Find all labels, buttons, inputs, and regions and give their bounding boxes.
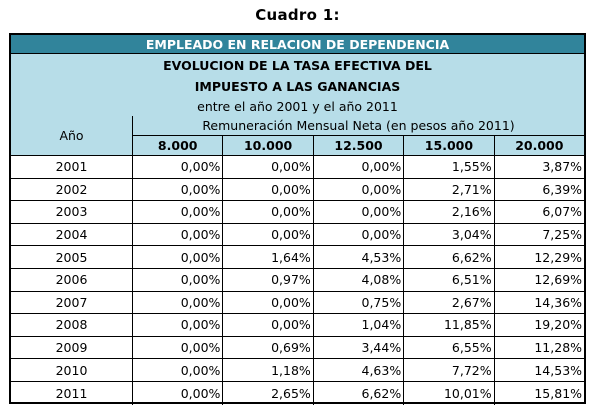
table-row: 2010 0,00% 1,18% 4,63% 7,72% 14,53% <box>11 359 584 382</box>
rate-cell: 0,00% <box>223 201 314 223</box>
rate-cell: 6,39% <box>542 181 583 197</box>
table-row: 2005 0,00% 1,64% 4,53% 6,62% 12,29% <box>11 246 584 269</box>
rate-cell: 6,62% <box>314 381 405 405</box>
rate-cell: 0,00% <box>133 178 224 201</box>
rate-cell: 0,00% <box>223 178 314 201</box>
rate-cell: 0,00% <box>133 359 224 381</box>
table-row: 2004 0,00% 0,00% 0,00% 3,04% 7,25% <box>11 223 584 247</box>
rate-cell: 12,29% <box>534 249 583 265</box>
rate-cell: 15,81% <box>534 385 583 401</box>
column-header: 12.500 <box>314 136 405 155</box>
rate-cell: 0,00% <box>133 268 224 291</box>
rate-cell: 0,00% <box>314 223 405 246</box>
rate-cell: 0,00% <box>223 223 314 246</box>
rate-cell: 7,25% <box>542 227 583 243</box>
table-body: 2001 0,00% 0,00% 0,00% 1,55% 3,87% 2002 0,00% 0,… <box>11 156 584 405</box>
year-cell: 2011 <box>11 381 133 405</box>
rate-cell: 6,51% <box>404 268 495 291</box>
tax-rate-table: EMPLEADO EN RELACION DE DEPENDENCIA EVOL… <box>9 33 586 405</box>
rate-cell: 0,97% <box>223 268 314 291</box>
rate-cell: 0,00% <box>133 381 224 405</box>
table-row: 2011 0,00% 2,65% 6,62% 10,01% 15,81% <box>11 381 584 405</box>
rate-cell: 0,00% <box>133 314 224 336</box>
remuneration-header: Remuneración Mensual Neta (en pesos año … <box>133 116 584 136</box>
year-cell: 2002 <box>11 178 133 201</box>
rate-cell: 1,04% <box>314 314 405 336</box>
rate-cell: 2,71% <box>404 178 495 201</box>
rate-cell: 1,18% <box>223 359 314 381</box>
table-band-title: EMPLEADO EN RELACION DE DEPENDENCIA <box>11 35 584 54</box>
rate-cell: 3,44% <box>314 336 405 359</box>
column-header: 10.000 <box>223 136 314 155</box>
rate-cell: 6,07% <box>542 204 583 220</box>
table-caption: Cuadro 1: <box>255 6 340 24</box>
table-row: 2009 0,00% 0,69% 3,44% 6,55% 11,28% <box>11 336 584 360</box>
rate-cell: 14,36% <box>534 294 583 310</box>
year-cell: 2008 <box>11 314 133 336</box>
rate-cell: 0,00% <box>133 223 224 246</box>
rate-cell: 0,00% <box>314 178 405 201</box>
year-cell: 2009 <box>11 336 133 359</box>
rate-cell: 1,55% <box>404 156 495 178</box>
rate-cell: 11,85% <box>404 314 495 336</box>
table-row: 2006 0,00% 0,97% 4,08% 6,51% 12,69% <box>11 268 584 292</box>
subtitle-line-3: entre el año 2001 y el año 2011 <box>197 98 398 114</box>
table-row: 2007 0,00% 0,00% 0,75% 2,67% 14,36% <box>11 291 584 315</box>
year-cell: 2004 <box>11 223 133 246</box>
subtitle-line-2: IMPUESTO A LAS GANANCIAS <box>194 78 401 94</box>
rate-cell: 2,67% <box>404 291 495 314</box>
rate-cell: 3,04% <box>404 223 495 246</box>
rate-cell: 12,69% <box>534 272 583 288</box>
subtitle-line-1: EVOLUCION DE LA TASA EFECTIVA DEL <box>163 57 432 73</box>
rate-cell: 14,53% <box>534 362 583 378</box>
column-header: 15.000 <box>404 136 495 155</box>
table-row: 2001 0,00% 0,00% 0,00% 1,55% 3,87% <box>11 156 584 179</box>
rate-cell: 0,00% <box>133 246 224 268</box>
rate-cell: 7,72% <box>404 359 495 381</box>
rate-cell: 10,01% <box>404 381 495 405</box>
table-row: 2002 0,00% 0,00% 0,00% 2,71% 6,39% <box>11 178 584 202</box>
rate-cell: 0,00% <box>133 201 224 223</box>
rate-cell: 2,16% <box>404 201 495 223</box>
rate-cell: 19,20% <box>534 317 583 333</box>
rate-cell: 0,00% <box>223 314 314 336</box>
rate-cell: 0,00% <box>314 201 405 223</box>
rate-cell: 0,00% <box>133 156 224 178</box>
year-column-header: Año <box>11 116 133 156</box>
rate-cell: 2,65% <box>223 381 314 405</box>
rate-cell: 1,64% <box>223 246 314 268</box>
table-row: 2003 0,00% 0,00% 0,00% 2,16% 6,07% <box>11 201 584 224</box>
rate-cell: 6,62% <box>404 246 495 268</box>
rate-cell: 6,55% <box>404 336 495 359</box>
table-row: 2008 0,00% 0,00% 1,04% 11,85% 19,20% <box>11 314 584 337</box>
year-cell: 2003 <box>11 201 133 223</box>
rate-cell: 0,00% <box>223 291 314 314</box>
column-header: 20.000 <box>515 138 564 153</box>
column-header: 8.000 <box>133 136 224 155</box>
rate-cell: 0,75% <box>314 291 405 314</box>
year-cell: 2006 <box>11 268 133 291</box>
year-cell: 2010 <box>11 359 133 381</box>
rate-cell: 0,00% <box>223 156 314 178</box>
rate-cell: 11,28% <box>534 340 583 356</box>
rate-cell: 4,53% <box>314 246 405 268</box>
year-cell: 2005 <box>11 246 133 268</box>
rate-cell: 0,00% <box>133 336 224 359</box>
rate-cell: 0,69% <box>223 336 314 359</box>
rate-cell: 0,00% <box>133 291 224 314</box>
rate-cell: 3,87% <box>542 159 583 175</box>
year-cell: 2001 <box>11 156 133 178</box>
salary-column-headers: 8.000 10.000 12.500 15.000 20.000 <box>133 136 584 156</box>
rate-cell: 4,08% <box>314 268 405 291</box>
rate-cell: 4,63% <box>314 359 405 381</box>
year-cell: 2007 <box>11 291 133 314</box>
table-subtitle-block: EVOLUCION DE LA TASA EFECTIVA DEL IMPUES… <box>11 54 584 117</box>
rate-cell: 0,00% <box>314 156 405 178</box>
